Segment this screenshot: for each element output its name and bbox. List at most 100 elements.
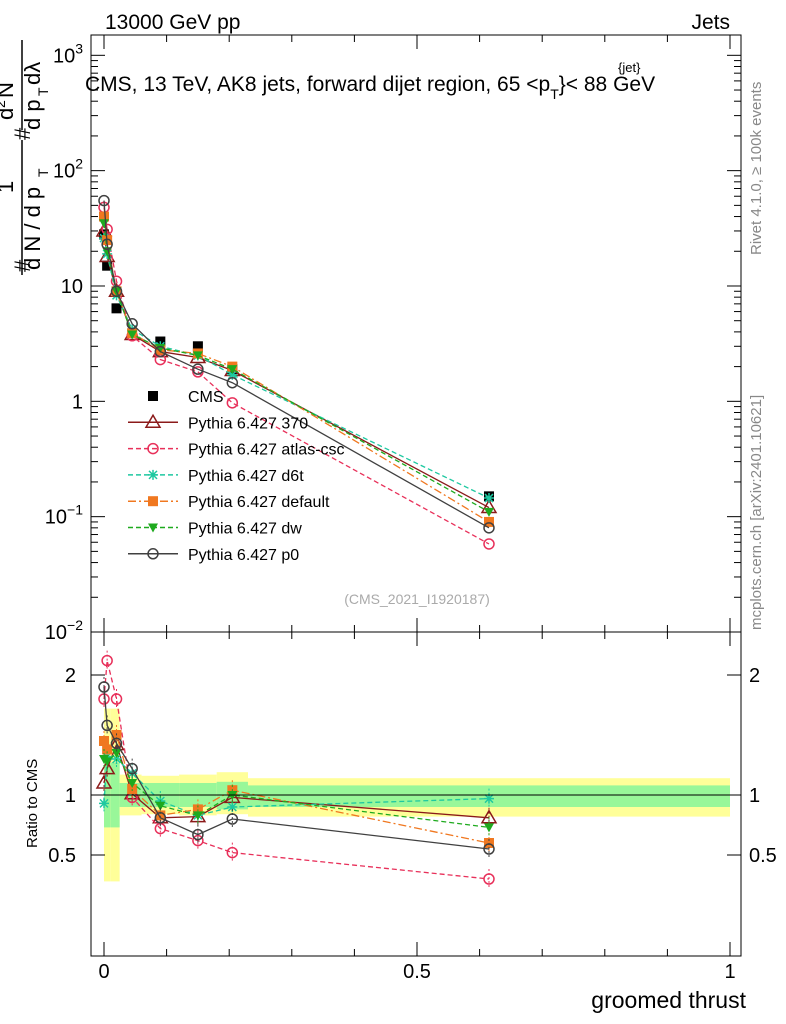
svg-text:N: N	[0, 82, 18, 98]
svg-text:d N / d p: d N / d p	[20, 187, 45, 270]
legend-label: Pythia 6.427 default	[188, 494, 330, 511]
ratio-point-pythia-6-427-dw	[102, 757, 113, 767]
ratio-y-axis-label: Ratio to CMS	[24, 759, 41, 848]
ratio-point-pythia-6-427-dw	[483, 823, 494, 833]
plot-title: CMS, 13 TeV, AK8 jets, forward dijet reg…	[85, 73, 655, 102]
ratio-point-pythia-6-427-p0	[192, 828, 204, 841]
main-point-pythia-6-427-default	[483, 516, 494, 527]
legend-marker	[147, 548, 159, 560]
ratio-point-pythia-6-427-370	[95, 774, 113, 789]
main-point-pythia-6-427-p0	[483, 522, 495, 534]
svg-text:2: 2	[0, 100, 8, 108]
ratio-plot-frame	[90, 631, 742, 957]
main-line-pythia-6-427-d6t	[103, 237, 490, 499]
ratio-point-pythia-6-427-atlas-csc	[101, 654, 113, 667]
legend-item: Pythia 6.427 default	[128, 494, 330, 511]
main-y-tick-label: 10−2	[45, 617, 83, 644]
analysis-id-label: (CMS_2021_I1920187)	[344, 591, 490, 607]
svg-text:d p: d p	[20, 99, 45, 130]
ratio-point-pythia-6-427-atlas-csc	[483, 873, 495, 885]
ratio-point-pythia-6-427-atlas-csc	[154, 822, 167, 835]
ratio-point-pythia-6-427-d6t	[99, 798, 109, 809]
x-axis-label: groomed thrust	[591, 987, 746, 1013]
main-y-tick-label: 103	[53, 40, 83, 67]
svg-text:d: d	[0, 108, 18, 120]
rivet-label: Rivet 4.1.0, ≥ 100k events	[748, 82, 765, 255]
legend-item: Pythia 6.427 370	[128, 413, 308, 432]
ratio-point-pythia-6-427-atlas-csc	[192, 834, 204, 847]
x-tick-label: 1	[724, 961, 735, 983]
main-point-pythia-6-427-dw	[192, 351, 203, 361]
ratio-point-pythia-6-427-default	[102, 744, 113, 755]
main-series	[95, 194, 498, 550]
ratio-y-tick-label-left: 1	[65, 785, 76, 807]
ratio-point-pythia-6-427-p0	[226, 813, 239, 825]
legend-label: Pythia 6.427 370	[188, 415, 308, 432]
main-point-cms	[111, 303, 122, 314]
ratio-point-pythia-6-427-p0	[154, 812, 167, 824]
main-y-axis-label: # 1 d N / d p T # d 2 N d p T dλ	[0, 40, 51, 275]
ratio-line-pythia-6-427-p0	[103, 686, 490, 850]
main-point-pythia-6-427-default	[99, 211, 109, 222]
legend-item: Pythia 6.427 d6t	[128, 468, 304, 485]
svg-text:T: T	[35, 87, 51, 96]
svg-text:dλ: dλ	[20, 62, 45, 85]
legend-label: Pythia 6.427 atlas-csc	[188, 442, 345, 459]
main-point-pythia-6-427-dw	[99, 219, 109, 229]
legend-label: Pythia 6.427 dw	[188, 521, 302, 538]
main-y-axis-ticks: 10−2 10−1 1 10 102 103	[45, 35, 741, 644]
main-point-pythia-6-427-370	[98, 248, 116, 263]
main-line-pythia-6-427-370	[103, 230, 490, 509]
main-point-pythia-6-427-d6t	[483, 493, 494, 504]
ratio-point-pythia-6-427-d6t	[227, 802, 238, 812]
main-y-tick-label: 1	[72, 391, 83, 413]
ratio-y-tick-label-right: 1	[749, 785, 760, 807]
x-tick-label: 0.5	[403, 961, 431, 983]
ratio-point-pythia-6-427-default	[155, 810, 166, 821]
main-point-pythia-6-427-p0	[110, 285, 123, 298]
legend-marker	[147, 442, 159, 455]
mcplots-label: mcplots.cern.ch [arXiv:2401.10621]	[748, 395, 765, 630]
ratio-point-pythia-6-427-p0	[126, 762, 138, 775]
ratio-point-pythia-6-427-atlas-csc	[226, 846, 239, 859]
legend-item: Pythia 6.427 p0	[128, 547, 299, 564]
ratio-point-pythia-6-427-dw	[127, 779, 138, 788]
main-point-pythia-6-427-p0	[126, 318, 138, 330]
x-tick-label: 0	[98, 961, 109, 983]
main-point-pythia-6-427-dw	[483, 507, 494, 517]
plot-title-superscript: {jet}	[618, 60, 641, 75]
legend-marker	[148, 469, 158, 480]
legend-marker	[148, 391, 158, 401]
main-plot-frame	[90, 34, 742, 633]
ratio-series	[95, 650, 498, 889]
main-y-tick-label: 10	[61, 276, 83, 298]
jets-label: Jets	[691, 11, 730, 34]
ratio-point-pythia-6-427-370	[98, 760, 116, 775]
ratio-point-pythia-6-427-dw	[192, 811, 203, 821]
main-line-pythia-6-427-p0	[103, 200, 490, 529]
legend-label: Pythia 6.427 p0	[188, 547, 299, 564]
main-y-tick-label: 10−1	[45, 502, 83, 529]
ratio-point-pythia-6-427-dw	[111, 749, 122, 758]
ratio-point-pythia-6-427-p0	[483, 843, 495, 855]
legend: CMS Pythia 6.427 370 Pythia 6.427 atlas-cs…	[128, 389, 345, 564]
ratio-point-pythia-6-427-p0	[110, 737, 123, 750]
ratio-y-tick-label-right: 2	[749, 665, 760, 687]
legend-label: CMS	[188, 389, 224, 406]
ratio-y-tick-label-right: 0.5	[749, 845, 777, 867]
ratio-point-pythia-6-427-dw	[155, 801, 166, 811]
main-point-pythia-6-427-p0	[154, 345, 167, 358]
ratio-point-pythia-6-427-atlas-csc	[110, 693, 123, 705]
ratio-point-pythia-6-427-default	[99, 736, 109, 746]
svg-text:T: T	[35, 168, 51, 177]
main-point-pythia-6-427-dw	[227, 365, 238, 375]
ratio-line-pythia-6-427-atlas-csc	[103, 660, 490, 880]
svg-text:1: 1	[0, 181, 18, 193]
svg-text:#: #	[10, 127, 35, 140]
main-point-pythia-6-427-p0	[101, 238, 113, 251]
ratio-point-pythia-6-427-p0	[101, 719, 113, 732]
main-point-pythia-6-427-atlas-csc	[226, 397, 239, 409]
main-point-cms	[102, 260, 113, 271]
main-point-pythia-6-427-p0	[192, 363, 204, 375]
